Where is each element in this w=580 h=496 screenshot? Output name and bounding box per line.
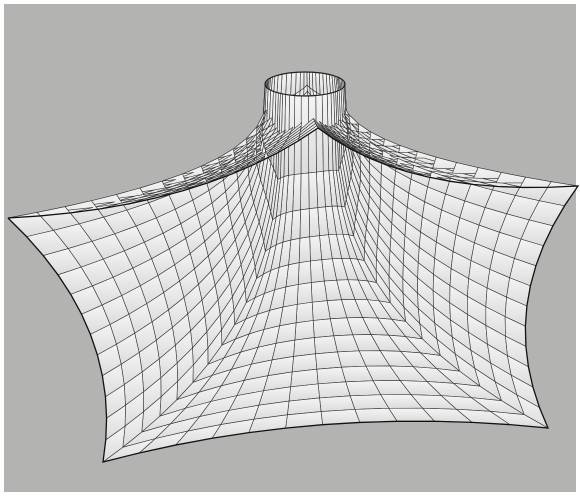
mesh-cell <box>310 259 325 283</box>
membrane-edge <box>7 127 580 463</box>
mesh-cell <box>310 280 328 303</box>
mesh-cell <box>294 320 315 341</box>
mesh-cell <box>308 95 317 174</box>
mesh-cell <box>309 235 323 262</box>
top-ring <box>264 71 346 97</box>
mesh-cell <box>299 208 311 239</box>
mesh-cell <box>317 381 351 399</box>
mesh-cell <box>316 366 347 385</box>
mesh-cell <box>312 318 335 338</box>
mesh-cell <box>295 301 314 324</box>
mesh-cell <box>297 260 312 285</box>
mesh-cell <box>293 337 316 357</box>
mesh-cell <box>319 395 356 412</box>
mesh-cell <box>315 351 342 370</box>
mesh-cell <box>313 335 338 355</box>
mesh-cell <box>296 282 313 305</box>
mesh-cell <box>291 353 318 373</box>
membrane-surface <box>7 71 580 463</box>
mesh-cell <box>311 300 331 321</box>
mesh-cell <box>308 171 319 210</box>
mesh-cell <box>315 94 324 173</box>
mesh-cell <box>308 207 320 238</box>
mesh-cell <box>298 236 311 264</box>
mesh-cell <box>300 172 310 211</box>
